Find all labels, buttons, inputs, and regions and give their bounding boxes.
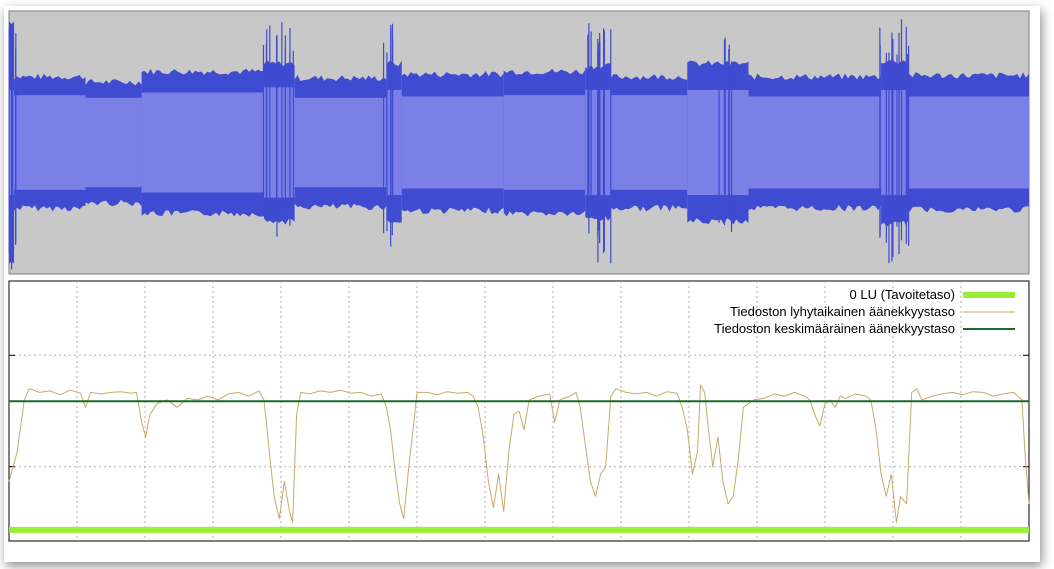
waveform-panel (8, 10, 1030, 275)
waveform-inner-segment (14, 95, 86, 190)
waveform-inner-segment (748, 96, 882, 189)
legend-entry-short-term-label: Tiedoston lyhytaikainen äänekkyystaso (730, 304, 955, 319)
legend-entry-average-label: Tiedoston keskimääräinen äänekkyystaso (714, 321, 955, 336)
waveform-inner-segment (85, 97, 142, 188)
waveform-inner-segment (687, 89, 749, 196)
waveform-inner-segment (881, 89, 907, 196)
waveform-inner-segment (906, 96, 1029, 189)
waveform-inner-segment (401, 96, 504, 189)
loudness-panel: 0 LU (Tavoitetaso) Tiedoston lyhytaikaine… (8, 280, 1030, 542)
waveform-inner-segment (386, 89, 402, 196)
legend-entry-target-label: 0 LU (Tavoitetaso) (850, 287, 956, 302)
waveform-inner-segment (294, 97, 387, 188)
short-term-loudness-line (8, 384, 1030, 523)
waveform-inner-segment (503, 95, 586, 190)
waveform-inner-segment (610, 95, 688, 190)
waveform-inner-segment (141, 92, 264, 193)
